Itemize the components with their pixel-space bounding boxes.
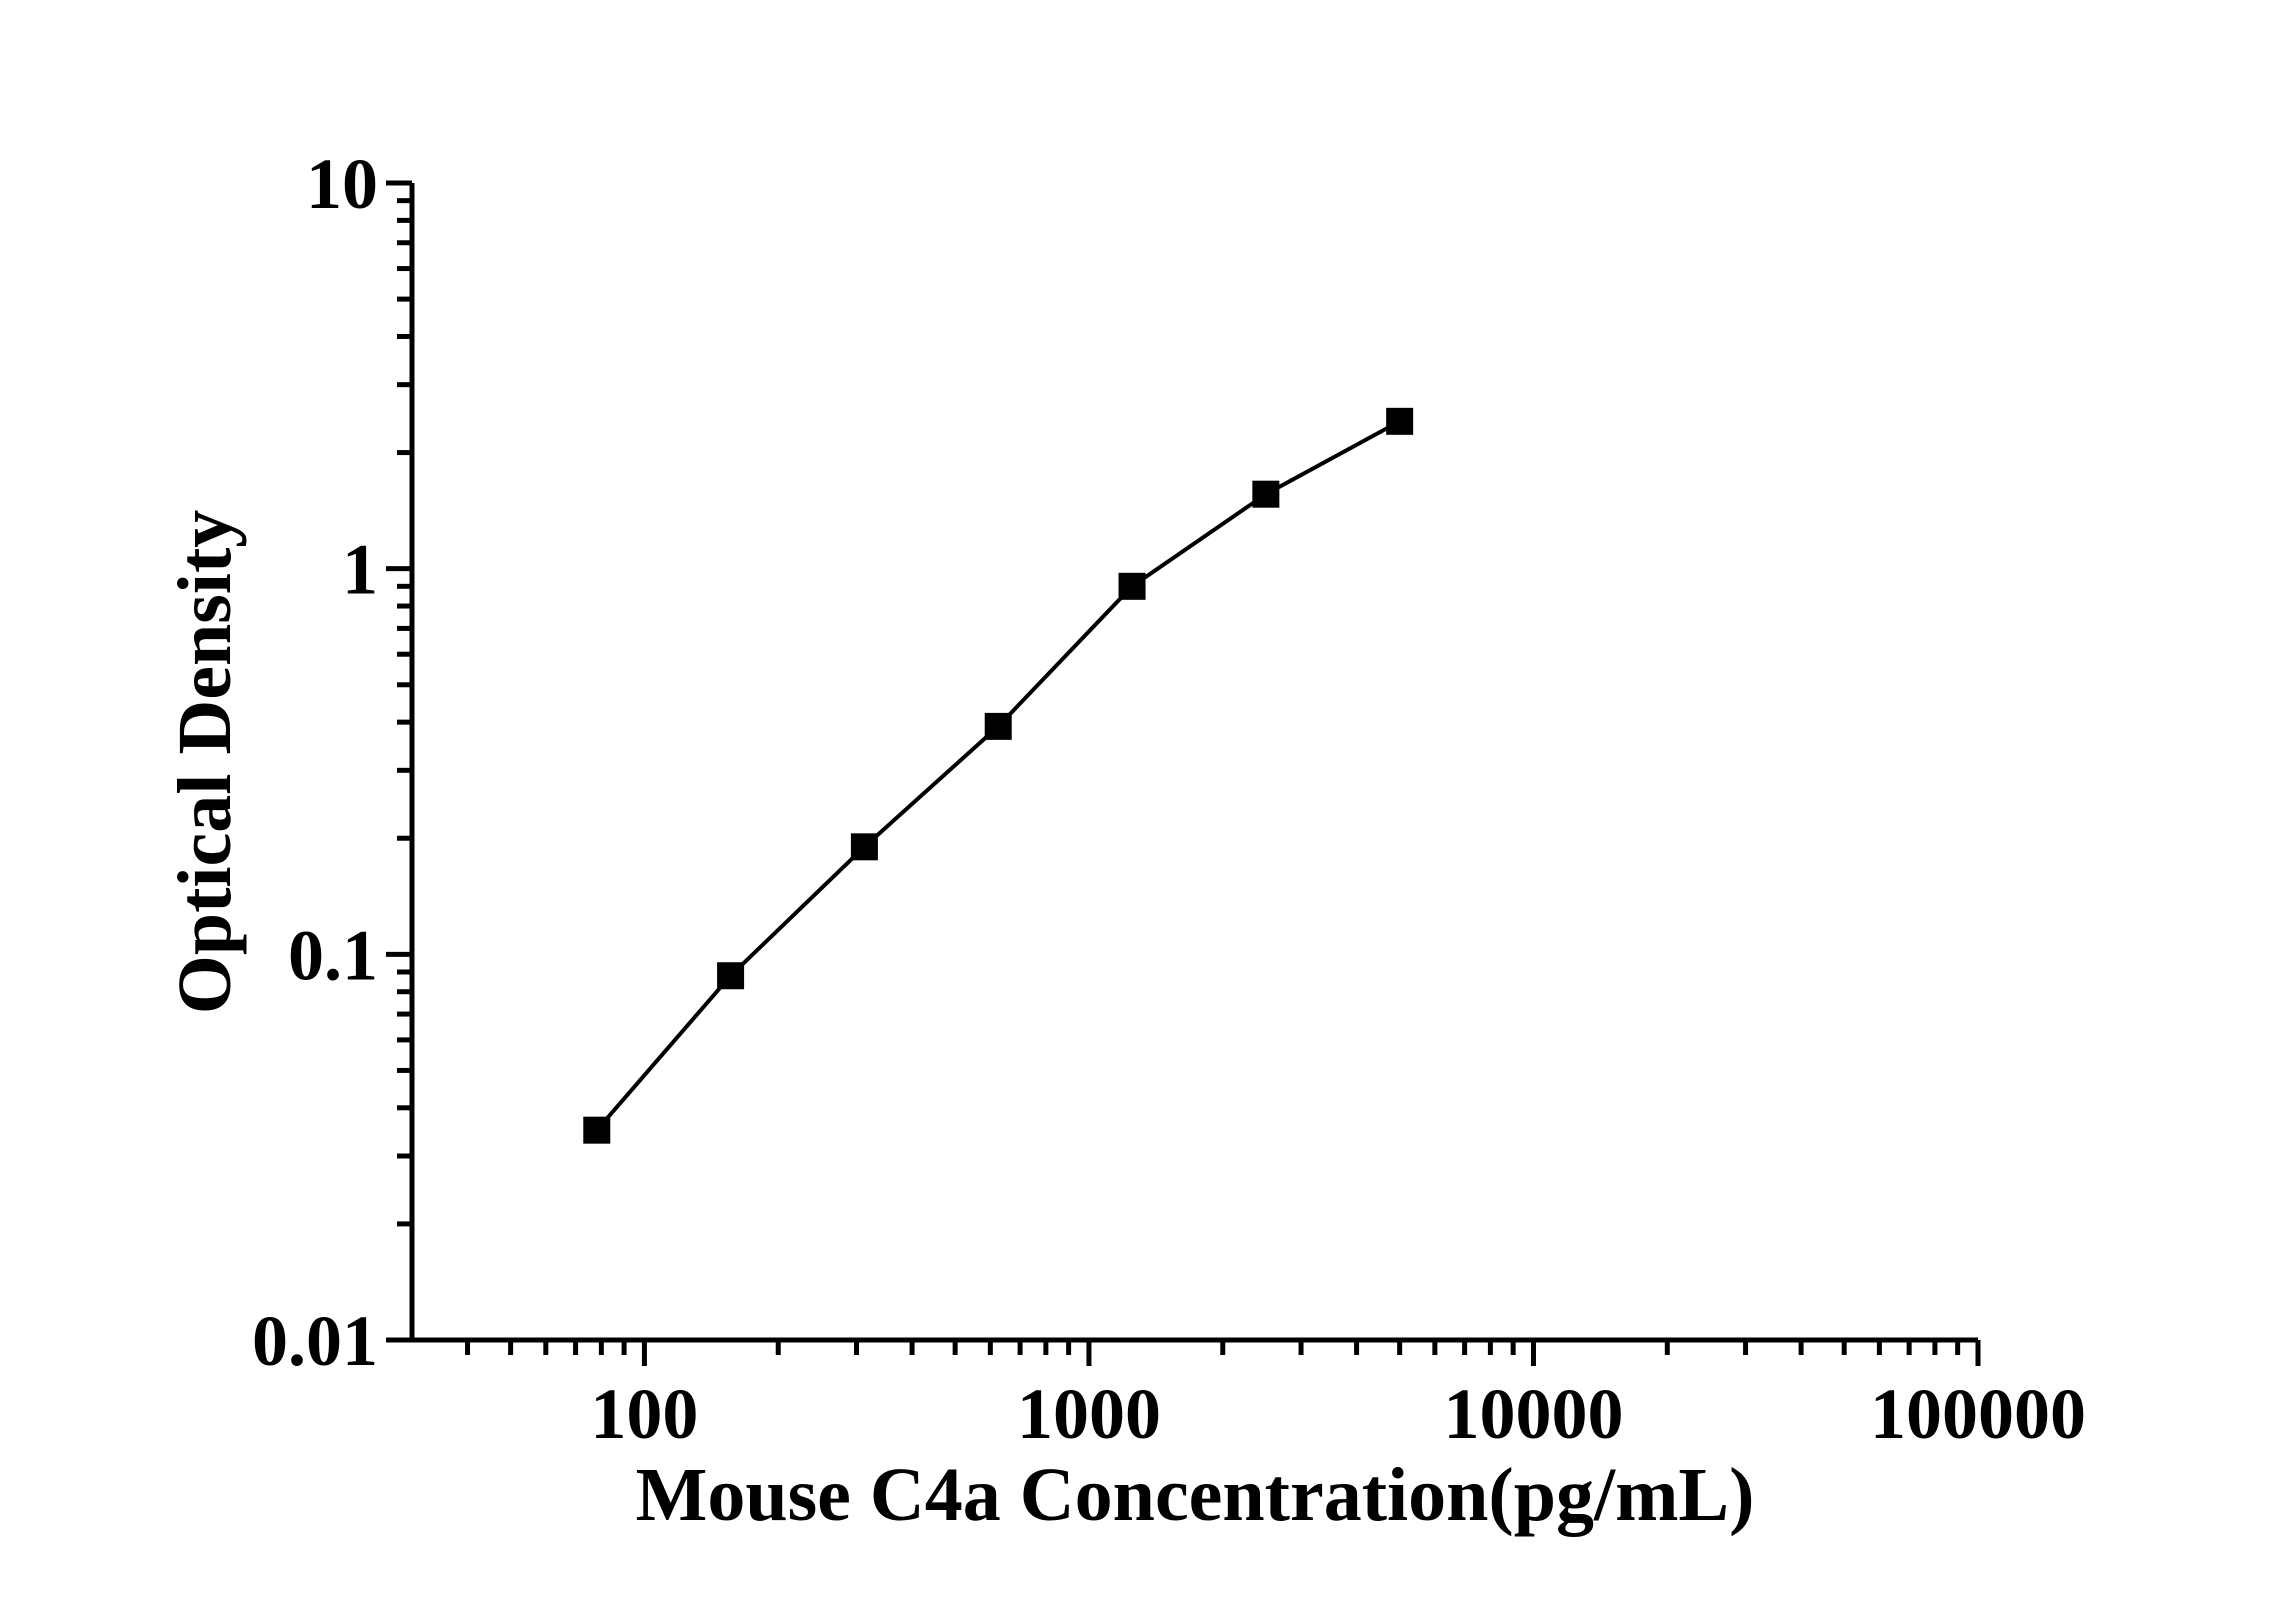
plot-area: 100 1000 10000 100000 0.01 0.1 1 10 [252,144,2086,1454]
data-point-marker [850,833,878,861]
standard-curve-line [595,419,1401,1132]
data-point-marker [1118,572,1146,600]
data-point-marker [1252,480,1280,508]
data-point-marker [583,1116,611,1144]
y-axis-title: Optical Density [163,510,247,1015]
x-axis-title: Mouse C4a Concentration(pg/mL) [636,1453,1755,1537]
x-tick-label: 100000 [1870,1374,2086,1454]
y-tick-label: 0.1 [288,915,378,995]
x-tick-label: 10000 [1443,1374,1623,1454]
x-tick-label: 100 [590,1374,698,1454]
y-tick-label: 1 [342,530,378,610]
data-point-marker [717,962,745,990]
y-tick-label: 10 [306,144,378,224]
data-point-marker [984,712,1012,740]
x-tick-label: 1000 [1017,1374,1161,1454]
data-point-marker [1386,407,1414,435]
y-tick-label: 0.01 [252,1301,378,1381]
